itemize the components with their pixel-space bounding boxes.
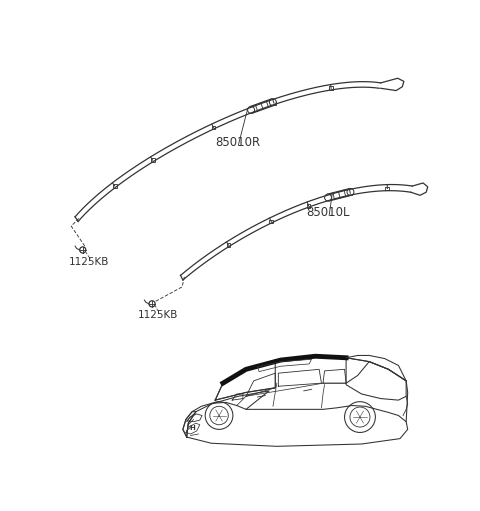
Circle shape [350, 407, 370, 427]
Text: 85010R: 85010R [215, 135, 260, 149]
Circle shape [210, 406, 228, 425]
Polygon shape [327, 189, 351, 201]
Polygon shape [272, 101, 276, 105]
Polygon shape [227, 243, 230, 247]
Text: 1125KB: 1125KB [69, 257, 109, 267]
Circle shape [205, 402, 233, 429]
Polygon shape [250, 99, 274, 113]
Text: H: H [189, 425, 195, 431]
Polygon shape [269, 220, 273, 223]
Polygon shape [348, 191, 352, 195]
Circle shape [80, 247, 86, 253]
Circle shape [345, 402, 375, 432]
Circle shape [269, 99, 276, 106]
Circle shape [324, 194, 332, 201]
Circle shape [149, 301, 155, 307]
Text: 85010L: 85010L [306, 206, 349, 219]
Polygon shape [385, 187, 389, 191]
Circle shape [248, 106, 254, 113]
Polygon shape [212, 126, 216, 129]
Polygon shape [329, 86, 333, 90]
Circle shape [347, 189, 354, 195]
Polygon shape [151, 158, 155, 162]
Polygon shape [307, 204, 311, 207]
Polygon shape [113, 184, 117, 188]
Text: 1125KB: 1125KB [138, 310, 179, 320]
